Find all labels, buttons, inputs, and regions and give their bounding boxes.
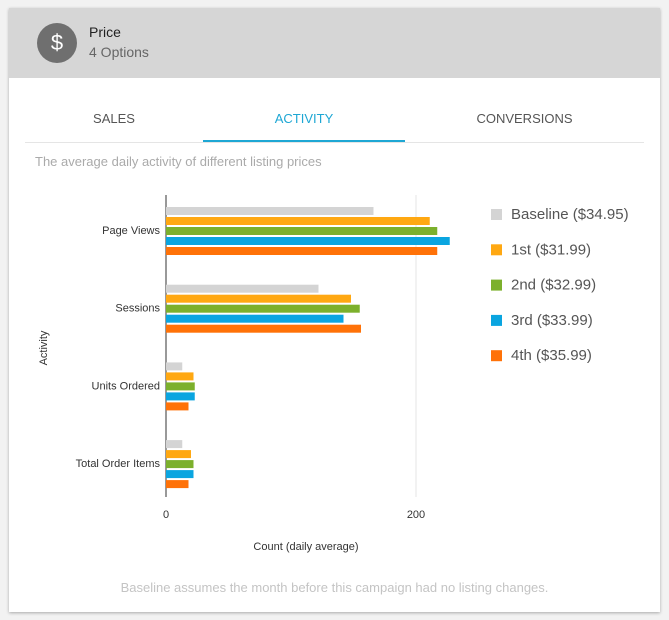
bar — [166, 450, 191, 459]
description: The average daily activity of different … — [35, 154, 322, 169]
bar — [166, 207, 374, 215]
bar — [166, 304, 360, 313]
tab[interactable]: ACTIVITY — [203, 100, 405, 142]
bar — [166, 460, 194, 469]
y-tick-label: Page Views — [102, 225, 160, 237]
bar — [166, 392, 195, 401]
tab[interactable]: CONVERSIONS — [476, 111, 573, 126]
legend-swatch — [491, 279, 502, 291]
bar — [166, 362, 183, 371]
bar — [166, 402, 189, 411]
bar — [166, 247, 438, 255]
y-axis-label: Activity — [38, 330, 50, 365]
x-tick-label: 0 — [163, 509, 169, 521]
legend-swatch — [491, 244, 502, 256]
bar — [166, 237, 450, 245]
legend-label: Baseline ($34.95) — [511, 206, 629, 223]
bar — [166, 284, 319, 293]
bar — [166, 372, 194, 381]
x-tick-label: 200 — [407, 509, 425, 521]
footer-note: Baseline assumes the month before this c… — [120, 580, 549, 595]
bar — [166, 440, 183, 449]
bar — [166, 294, 351, 303]
bar — [166, 314, 344, 323]
legend-label: 2nd ($32.99) — [511, 277, 596, 294]
header: $ Price 4 Options — [9, 8, 660, 78]
legend-label: 4th ($35.99) — [511, 347, 592, 364]
bar — [166, 324, 361, 333]
tab[interactable]: SALES — [93, 111, 135, 126]
y-tick-label: Sessions — [115, 303, 160, 315]
bar — [166, 227, 438, 235]
legend-label: 3rd ($33.99) — [511, 312, 593, 329]
legend-swatch — [491, 209, 502, 220]
icon: $ — [37, 23, 77, 63]
x-axis-label: Count (daily average) — [253, 541, 358, 553]
subtitle: 4 Options — [89, 44, 149, 60]
legend-label: 1st ($31.99) — [511, 241, 591, 258]
bar — [166, 217, 430, 225]
tabs: SALES ACTIVITY CONVERSIONS — [25, 100, 644, 143]
legend-swatch — [491, 350, 502, 362]
title: Price — [89, 24, 121, 40]
y-tick-label: Units Ordered — [92, 380, 160, 392]
legend-swatch — [491, 314, 502, 326]
bar — [166, 470, 194, 479]
y-tick-label: Total Order Items — [76, 458, 161, 470]
bar — [166, 382, 195, 391]
card: $ Price 4 Options SALES ACTIVITY CONVERS… — [9, 8, 660, 612]
bar — [166, 480, 189, 489]
